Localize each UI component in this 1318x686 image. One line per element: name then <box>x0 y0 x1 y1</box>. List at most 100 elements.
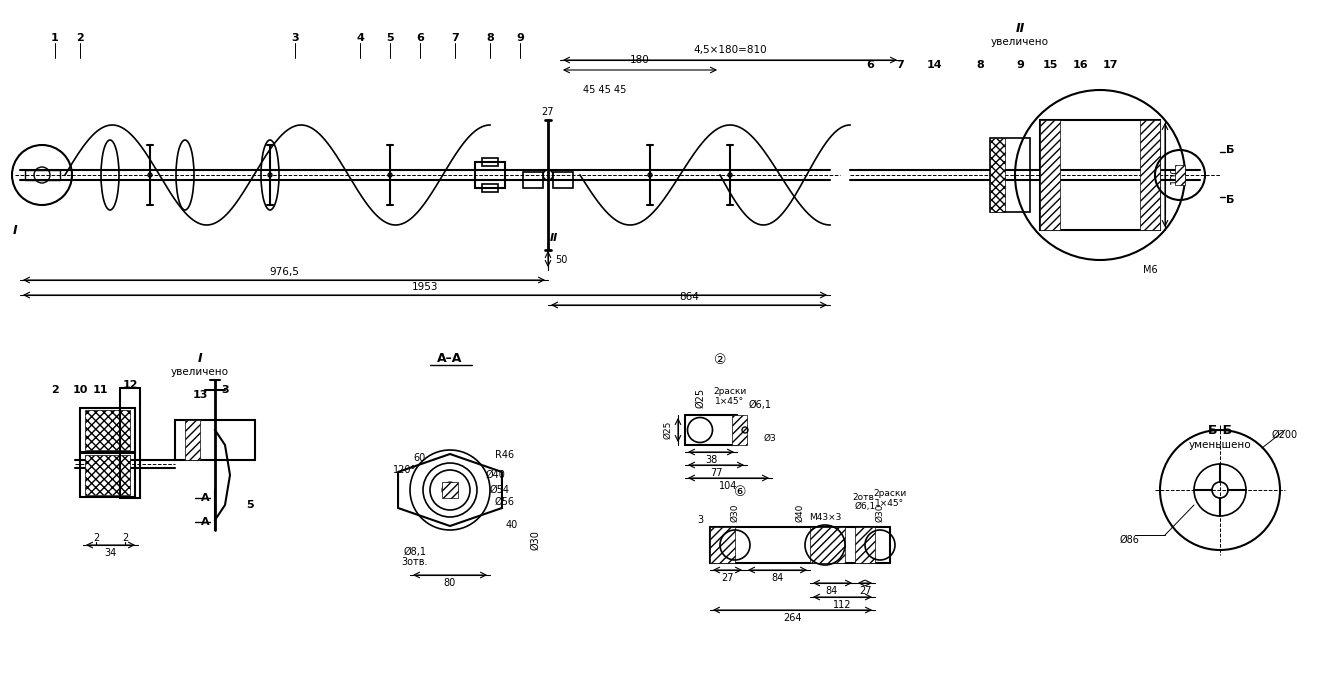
Text: ⑥: ⑥ <box>734 485 746 499</box>
Text: 84: 84 <box>826 586 838 596</box>
Text: 120°: 120° <box>393 465 416 475</box>
Text: ②: ② <box>714 353 726 367</box>
Text: 77: 77 <box>710 468 722 478</box>
Text: 15: 15 <box>1043 60 1057 70</box>
Text: Ø30: Ø30 <box>875 504 884 522</box>
Text: 9: 9 <box>1016 60 1024 70</box>
Text: 16: 16 <box>1072 60 1087 70</box>
Bar <box>685 415 737 445</box>
Text: А–А: А–А <box>438 351 463 364</box>
Text: Ø3: Ø3 <box>763 434 776 442</box>
Bar <box>554 172 573 188</box>
Text: 1×45°: 1×45° <box>875 499 904 508</box>
Text: R46: R46 <box>496 450 514 460</box>
Text: 27: 27 <box>859 586 871 596</box>
Text: 60: 60 <box>414 453 426 463</box>
Bar <box>710 527 735 563</box>
Text: 976,5: 976,5 <box>269 267 299 277</box>
Bar <box>482 184 498 192</box>
Text: 100: 100 <box>1170 166 1180 184</box>
Text: увеличено: увеличено <box>991 37 1049 47</box>
Text: Ø8,1: Ø8,1 <box>403 547 427 557</box>
Text: 11: 11 <box>92 385 108 395</box>
Text: 2раски: 2раски <box>713 388 746 397</box>
Text: 5: 5 <box>246 500 254 510</box>
Text: 2раски: 2раски <box>874 488 907 497</box>
Text: 6: 6 <box>866 60 874 70</box>
Text: Ø25: Ø25 <box>695 388 705 408</box>
Text: 3: 3 <box>697 515 702 525</box>
Text: 10: 10 <box>72 385 88 395</box>
Text: 8: 8 <box>486 33 494 43</box>
Text: 9: 9 <box>517 33 525 43</box>
Text: 4: 4 <box>356 33 364 43</box>
Text: 104: 104 <box>718 481 737 491</box>
Bar <box>185 420 200 460</box>
Text: I: I <box>13 224 17 237</box>
Text: 264: 264 <box>784 613 803 623</box>
Text: 2: 2 <box>121 533 128 543</box>
Text: Ø6,1: Ø6,1 <box>854 503 875 512</box>
Text: Ø86: Ø86 <box>1120 535 1140 545</box>
Bar <box>1040 120 1060 230</box>
Text: 17: 17 <box>1102 60 1118 70</box>
Bar <box>855 527 875 563</box>
Text: 45 45 45: 45 45 45 <box>584 85 626 95</box>
Text: Ø56: Ø56 <box>496 497 515 507</box>
Text: 2отв.: 2отв. <box>853 493 878 501</box>
Text: 1953: 1953 <box>411 282 439 292</box>
Text: Ø40: Ø40 <box>485 470 505 480</box>
Bar <box>175 420 254 460</box>
Text: 13: 13 <box>192 390 208 400</box>
Text: Б–Б: Б–Б <box>1207 423 1232 436</box>
Bar <box>80 453 134 497</box>
Text: 7: 7 <box>451 33 459 43</box>
Text: 84: 84 <box>772 573 784 583</box>
Text: M6: M6 <box>1143 265 1157 275</box>
Text: A: A <box>200 517 210 527</box>
Text: Б: Б <box>1226 145 1234 155</box>
Text: 50: 50 <box>555 255 567 265</box>
Text: 1: 1 <box>51 33 59 43</box>
Text: II: II <box>550 233 559 243</box>
Text: 112: 112 <box>833 600 851 610</box>
Bar <box>80 408 134 452</box>
Text: 7: 7 <box>896 60 904 70</box>
Text: Ø54: Ø54 <box>490 485 510 495</box>
Text: 34: 34 <box>104 548 116 558</box>
Bar <box>474 162 505 188</box>
Bar <box>811 527 845 563</box>
Text: 1×45°: 1×45° <box>716 397 745 407</box>
Text: II: II <box>1015 21 1024 34</box>
Text: 864: 864 <box>679 292 699 302</box>
Bar <box>990 138 1029 212</box>
Bar <box>523 172 543 188</box>
Text: 27: 27 <box>542 107 555 117</box>
Bar <box>1176 165 1185 185</box>
Bar <box>731 415 747 445</box>
Text: A: A <box>200 493 210 503</box>
Text: 2: 2 <box>51 385 59 395</box>
Bar <box>1140 120 1160 230</box>
Bar <box>84 455 130 495</box>
Bar <box>990 138 1006 212</box>
Text: 2: 2 <box>76 33 84 43</box>
Text: Ø30: Ø30 <box>730 504 739 522</box>
Text: Ø25: Ø25 <box>663 421 672 439</box>
Text: 4,5×180=810: 4,5×180=810 <box>693 45 767 55</box>
Text: 5: 5 <box>386 33 394 43</box>
Text: Ø40: Ø40 <box>796 504 804 522</box>
Text: Ø200: Ø200 <box>1272 430 1298 440</box>
Bar <box>120 388 140 498</box>
Bar <box>442 482 457 498</box>
Text: 180: 180 <box>630 55 650 65</box>
Text: 3отв.: 3отв. <box>402 557 428 567</box>
Text: 3: 3 <box>221 385 229 395</box>
Text: увеличено: увеличено <box>171 367 229 377</box>
Bar <box>1040 120 1160 230</box>
Bar <box>482 158 498 166</box>
Text: 38: 38 <box>705 455 717 465</box>
Text: Ø6,1: Ø6,1 <box>749 400 771 410</box>
Text: Б: Б <box>1226 195 1234 205</box>
Text: I: I <box>198 351 202 364</box>
